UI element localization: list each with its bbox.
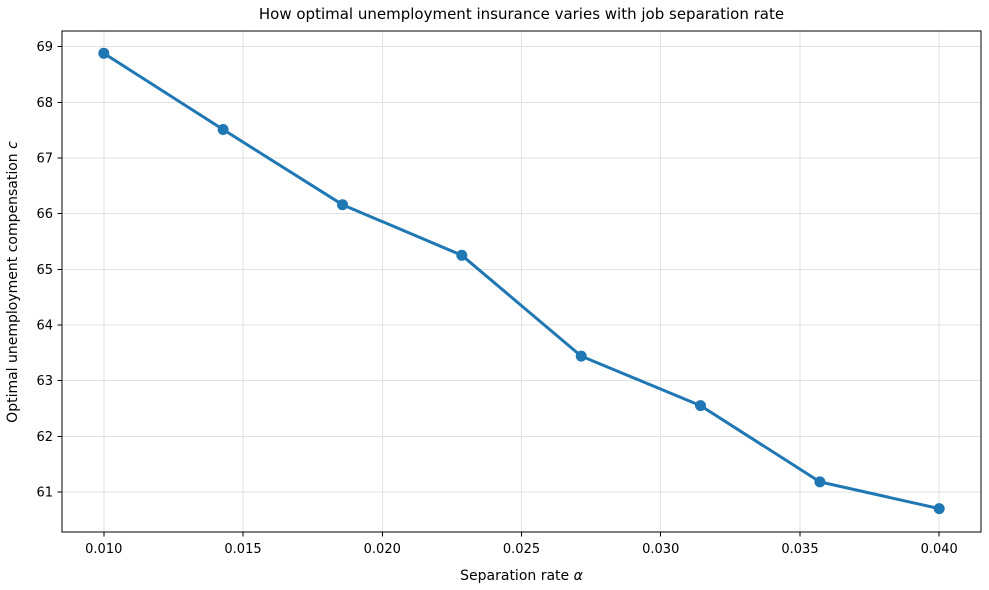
data-point	[814, 476, 826, 488]
series-line	[102, 51, 941, 511]
y-tick-label: 67	[36, 151, 53, 166]
data-point	[575, 350, 587, 362]
x-tick-label: 0.040	[921, 542, 958, 557]
chart-title: How optimal unemployment insurance varie…	[259, 5, 784, 23]
data-point	[933, 503, 945, 515]
data-point	[337, 199, 348, 211]
y-tick-label: 68	[36, 96, 53, 111]
y-tick-label: 65	[36, 263, 53, 278]
grid	[62, 31, 981, 532]
x-axis-label: Separation rate α	[460, 568, 583, 584]
y-tick-label: 63	[36, 374, 53, 389]
x-tick-label: 0.030	[642, 542, 679, 557]
y-axis-label: Optimal unemployment compensation c	[5, 141, 21, 423]
y-tick-label: 61	[36, 485, 53, 500]
x-tick-label: 0.015	[224, 542, 261, 557]
y-tick-label: 64	[36, 318, 53, 333]
data-point	[456, 249, 468, 261]
data-point	[217, 124, 229, 135]
y-tick-label: 62	[36, 430, 53, 445]
data-point	[98, 47, 110, 59]
x-tick-label: 0.025	[503, 542, 540, 557]
ticks	[57, 46, 940, 537]
series-markers	[98, 47, 945, 515]
data-point	[695, 400, 706, 412]
y-tick-label: 69	[36, 40, 53, 55]
x-tick-label: 0.035	[781, 542, 818, 557]
x-tick-label: 0.020	[364, 542, 401, 557]
x-tick-label: 0.010	[85, 542, 122, 557]
y-tick-label: 66	[36, 207, 53, 222]
